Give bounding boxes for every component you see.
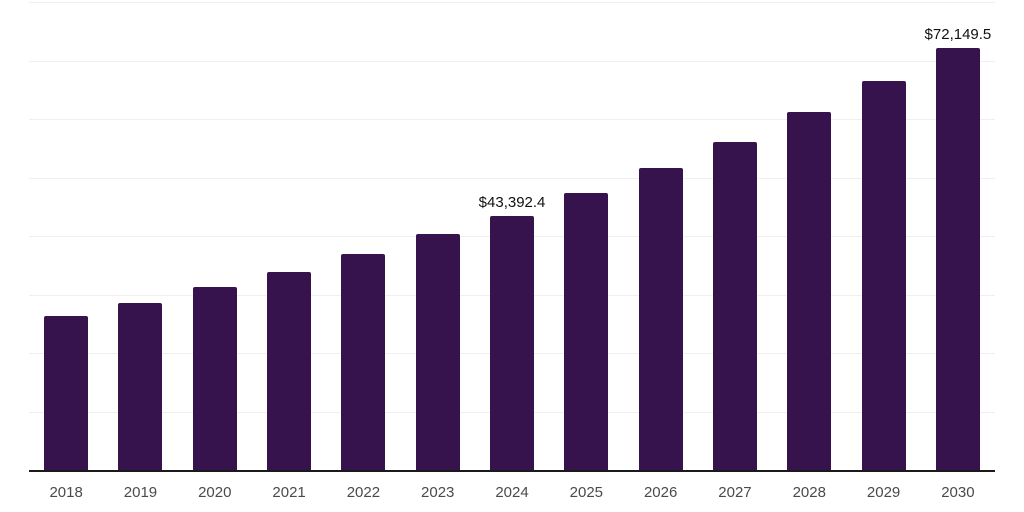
bar-band-2019 (103, 2, 177, 470)
x-tick-2030: 2030 (941, 484, 975, 501)
bar-2029 (861, 80, 906, 470)
gridline-80000 (29, 2, 995, 3)
bar-2030: $72,149.5 (925, 27, 991, 470)
gridline-50000 (29, 177, 995, 179)
bar-band-2022 (326, 2, 400, 470)
x-axis-labels: 2018 2019 2020 2021 2022 2023 2024 2025 2026 2027… (29, 484, 995, 502)
x-tick-2023: 2023 (421, 484, 455, 501)
bar-band-2026 (624, 2, 698, 470)
x-tick-2028: 2028 (792, 484, 826, 501)
bar-band-2018 (29, 2, 103, 470)
x-tick-2027: 2027 (718, 484, 752, 501)
bar-band-2029 (846, 2, 920, 470)
bar-band-2024: $43,392.4 (475, 2, 549, 470)
gridline-70000 (29, 60, 995, 62)
x-tick-2024: 2024 (495, 484, 529, 501)
x-tick-2020: 2020 (198, 484, 232, 501)
bar-2028 (787, 111, 832, 470)
bar-band-2025 (549, 2, 623, 470)
bar-band-2020 (178, 2, 252, 470)
x-axis-line (29, 470, 995, 472)
x-tick-2018: 2018 (49, 484, 83, 501)
x-tick-2025: 2025 (569, 484, 604, 501)
x-tick-2026: 2026 (643, 484, 678, 501)
bar-2018 (44, 316, 89, 470)
bar-2023 (415, 234, 460, 470)
bars-group: $43,392.4 $72,149.5 (29, 2, 995, 470)
bar-band-2027 (698, 2, 772, 470)
bar-band-2023 (401, 2, 475, 470)
bar-2024: $43,392.4 (479, 195, 545, 470)
bar-band-2030: $72,149.5 (921, 2, 995, 470)
x-tick-2021: 2021 (272, 484, 306, 501)
bar-2020 (192, 286, 237, 470)
plot-area: $43,392.4 $72,149.5 (29, 2, 995, 470)
bar-band-2021 (252, 2, 326, 470)
x-tick-2019: 2019 (123, 484, 158, 501)
bar-value-label-2024: $43,392.4 (478, 194, 546, 212)
bar-2022 (341, 253, 386, 470)
bar-2021 (267, 271, 312, 470)
bar-2026 (638, 167, 683, 470)
bar-value-label-2030: $72,149.5 (924, 25, 992, 43)
bar-2025 (564, 192, 609, 470)
x-tick-2022: 2022 (346, 484, 381, 501)
x-tick-2029: 2029 (866, 484, 901, 501)
bar-band-2028 (772, 2, 846, 470)
bar-2019 (118, 302, 163, 470)
gridline-60000 (29, 119, 995, 120)
bar-2027 (712, 141, 757, 470)
